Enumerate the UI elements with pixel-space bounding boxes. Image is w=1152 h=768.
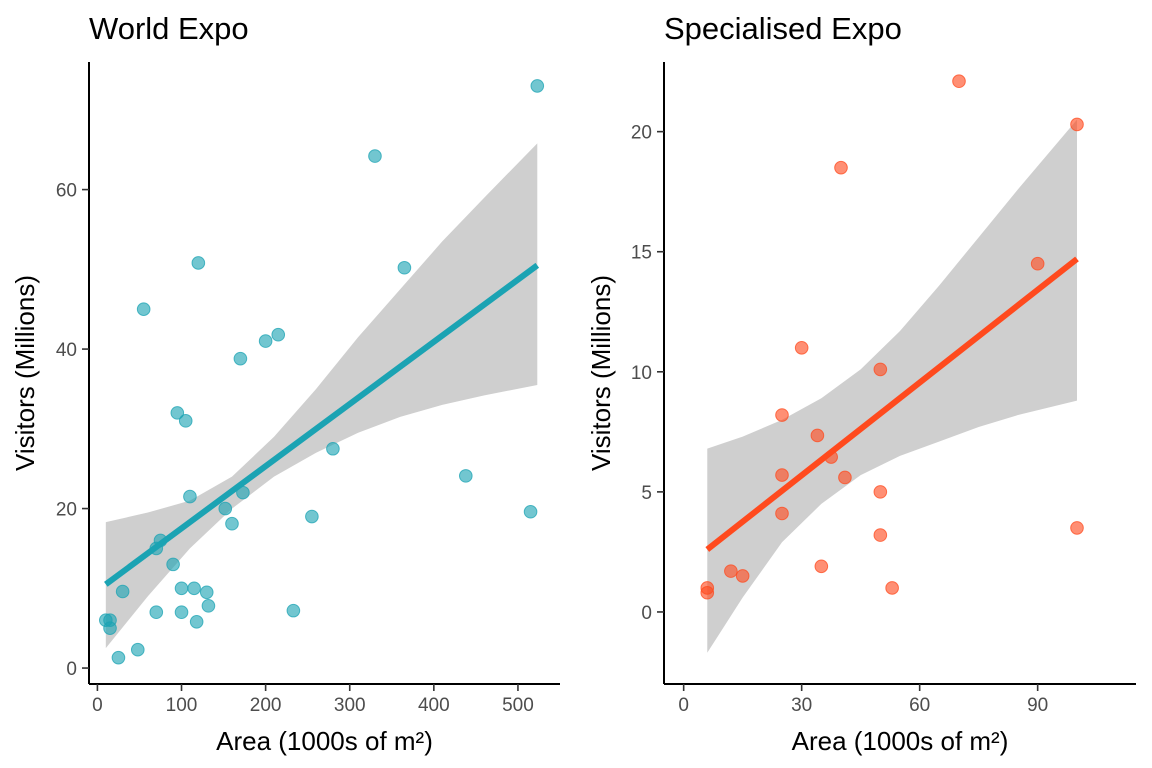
data-point	[810, 428, 825, 443]
data-point	[873, 528, 888, 542]
data-point	[218, 501, 233, 516]
data-point	[735, 569, 750, 583]
chart-panel: 0 100 200 300 400 500 0 20 40 60 World Expo Area (1…	[10, 11, 560, 756]
data-point	[166, 557, 180, 572]
data-point	[111, 650, 126, 665]
y-tick-label: 60	[56, 181, 77, 202]
data-point	[189, 615, 204, 629]
panel-title: World Expo	[89, 11, 249, 46]
data-point	[174, 605, 189, 620]
x-tick-label: 200	[250, 695, 282, 716]
data-point	[201, 599, 216, 613]
x-tick-label: 60	[909, 695, 930, 716]
y-tick-label: 20	[56, 500, 77, 521]
data-point	[136, 302, 151, 317]
data-point	[199, 585, 214, 600]
data-point	[130, 642, 145, 657]
x-tick-label: 400	[418, 695, 450, 716]
data-point	[258, 334, 273, 348]
x-tick-label: 0	[92, 695, 103, 716]
data-point	[952, 74, 966, 89]
y-tick-label: 0	[641, 603, 652, 624]
data-point	[1070, 521, 1084, 535]
panel-title: Specialised Expo	[664, 11, 902, 46]
data-point	[286, 603, 301, 618]
data-point	[191, 256, 206, 270]
confidence-band	[105, 143, 538, 649]
chart-panel: 0 30 60 90 0 5 10 15 20 Specialised Expo Area (100…	[586, 11, 1136, 756]
x-axis-label: Area (1000s of m²)	[792, 726, 1009, 756]
x-axis-label: Area (1000s of m²)	[216, 726, 433, 756]
data-point	[459, 469, 473, 483]
data-point	[103, 621, 117, 635]
data-point	[775, 506, 789, 521]
data-point	[305, 509, 319, 524]
x-tick-label: 90	[1027, 695, 1048, 716]
data-point	[700, 585, 715, 600]
regression-line	[104, 262, 540, 587]
data-point	[1030, 256, 1045, 271]
data-point	[271, 327, 286, 342]
y-tick-label: 20	[631, 123, 652, 144]
data-point	[326, 441, 340, 456]
data-point	[724, 564, 738, 578]
y-tick-label: 0	[66, 659, 77, 680]
y-tick-label: 10	[631, 363, 652, 384]
data-point	[178, 414, 193, 428]
data-point	[368, 149, 382, 163]
y-axis-label: Visitors (Millions)	[586, 275, 616, 471]
data-point	[775, 468, 789, 482]
data-point	[834, 160, 848, 175]
data-point	[775, 408, 789, 422]
data-point	[183, 489, 197, 504]
data-point	[170, 406, 185, 420]
data-point	[397, 260, 412, 275]
data-point	[149, 605, 164, 620]
data-point	[838, 470, 852, 485]
x-tick-label: 500	[502, 695, 534, 716]
data-point	[794, 340, 809, 355]
y-tick-label: 5	[641, 483, 652, 504]
x-tick-label: 300	[334, 695, 366, 716]
data-point	[225, 516, 239, 531]
data-point	[885, 581, 899, 595]
data-point	[115, 584, 130, 599]
data-point	[1070, 117, 1084, 132]
data-point	[530, 79, 545, 93]
x-tick-label: 100	[166, 695, 198, 716]
y-tick-label: 40	[56, 340, 77, 361]
data-point	[233, 351, 248, 366]
data-point	[873, 362, 888, 377]
confidence-band	[707, 119, 1077, 653]
x-tick-label: 30	[791, 695, 812, 716]
y-tick-label: 15	[631, 243, 652, 264]
data-point	[873, 485, 888, 499]
regression-line	[705, 256, 1079, 552]
data-point	[187, 581, 201, 596]
y-axis-label: Visitors (Millions)	[10, 275, 40, 471]
data-point	[523, 504, 538, 519]
x-tick-label: 0	[678, 695, 689, 716]
data-point	[174, 581, 189, 596]
data-point	[814, 559, 829, 574]
